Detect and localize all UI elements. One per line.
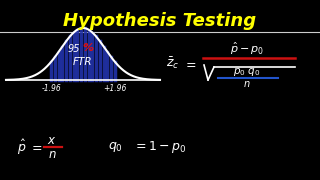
Text: Hypothesis Testing: Hypothesis Testing <box>63 12 257 30</box>
Text: $q_0$: $q_0$ <box>108 140 123 154</box>
Text: $n$: $n$ <box>48 148 56 161</box>
Text: 95: 95 <box>68 44 80 54</box>
Text: $=$: $=$ <box>29 141 43 154</box>
Text: +1.96: +1.96 <box>103 84 127 93</box>
Text: $\hat{p}$: $\hat{p}$ <box>17 138 27 157</box>
Text: %: % <box>82 43 93 53</box>
Text: $p_0\ q_0$: $p_0\ q_0$ <box>233 66 261 78</box>
Text: FTR: FTR <box>73 57 93 67</box>
Text: $n$: $n$ <box>243 79 251 89</box>
Text: -1.96: -1.96 <box>41 84 61 93</box>
Text: $= 1 - p_0$: $= 1 - p_0$ <box>133 139 187 155</box>
Text: $\bar{z}_c$: $\bar{z}_c$ <box>166 55 180 71</box>
Text: $\hat{p} - p_0$: $\hat{p} - p_0$ <box>230 41 264 57</box>
Text: $x$: $x$ <box>47 134 57 147</box>
Text: $=$: $=$ <box>183 57 197 71</box>
